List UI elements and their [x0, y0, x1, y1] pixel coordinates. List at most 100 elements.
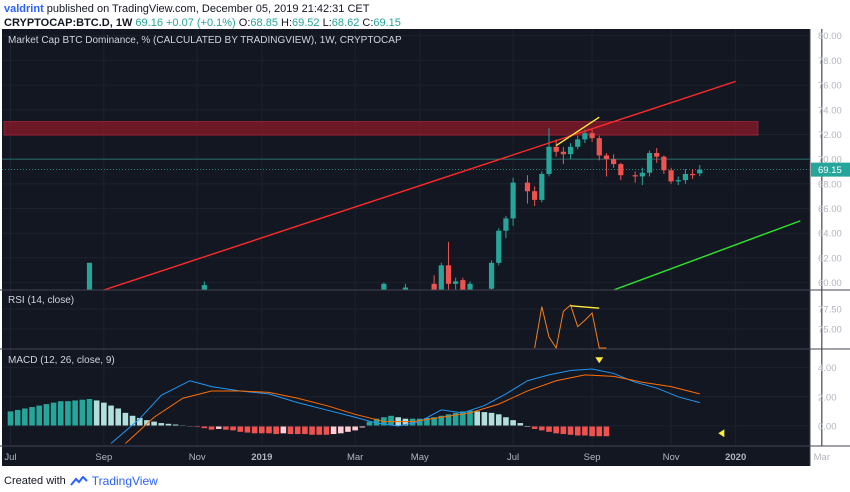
macd-histogram-bar: [201, 426, 208, 429]
candle-body: [575, 139, 581, 147]
candle-body: [453, 281, 459, 284]
candle-body: [496, 230, 502, 263]
macd-pane[interactable]: MACD (12, 26, close, 9): [2, 355, 810, 444]
macd-histogram-bar: [251, 426, 258, 434]
rsi-line: [534, 304, 607, 350]
rsi-tick-label: 77.50: [818, 305, 842, 316]
macd-histogram-bar: [237, 426, 244, 432]
red-trend-line: [103, 80, 736, 291]
price-pane[interactable]: Market Cap BTC Dominance, % (CALCULATED …: [2, 35, 810, 291]
last-price: 69.16: [135, 17, 163, 29]
candle-body: [402, 287, 408, 290]
resistance-zone: [3, 121, 759, 136]
macd-tick-label: 4.00: [818, 363, 837, 374]
time-axis[interactable]: Jul Sep Nov 2019 Mar May Jul Sep Nov 2020 Mar: [4, 452, 830, 463]
time-tick-label: Mar: [814, 452, 830, 463]
candle-body: [654, 152, 660, 157]
close-value: 69.15: [373, 17, 401, 29]
macd-histogram-bar: [273, 426, 279, 435]
macd-histogram-bar: [596, 426, 603, 437]
rsi-divergence-line: [570, 305, 600, 309]
macd-histogram-bar: [330, 426, 337, 435]
macd-histogram-bar: [151, 421, 157, 426]
macd-histogram-bar: [165, 423, 172, 426]
macd-histogram-bar: [309, 426, 315, 435]
macd-histogram-bar: [546, 426, 552, 432]
macd-histogram-bar: [510, 420, 516, 426]
macd-histogram-bar: [79, 399, 86, 426]
candle-body: [603, 155, 610, 160]
macd-histogram-bar: [280, 426, 287, 434]
price-tick-label: 76.00: [818, 81, 842, 92]
macd-histogram-bar: [223, 426, 229, 430]
time-tick-label: Nov: [663, 452, 680, 463]
macd-histogram-bar: [244, 426, 251, 433]
macd-histogram-bar: [158, 423, 165, 426]
chart-area[interactable]: Market Cap BTC Dominance, % (CALCULATED …: [0, 29, 850, 474]
macd-histogram-bar: [287, 426, 294, 435]
macd-histogram-bar: [445, 414, 452, 426]
tradingview-brand[interactable]: TradingView: [91, 474, 158, 488]
macd-line: [110, 368, 700, 444]
candle-body: [553, 146, 559, 152]
pane-dividers[interactable]: [0, 29, 850, 466]
candle-body: [661, 156, 667, 171]
macd-histogram-bar: [65, 401, 71, 426]
macd-histogram-bar: [517, 423, 524, 426]
macd-histogram-bar: [503, 417, 509, 426]
macd-histogram-bar: [603, 426, 610, 437]
candle-body: [438, 265, 444, 290]
macd-histogram-bar: [172, 424, 179, 426]
macd-histogram-bar: [7, 411, 14, 426]
macd-histogram-bar: [259, 426, 265, 434]
macd-histogram-bar: [553, 426, 559, 434]
price-tick-label: 74.00: [818, 105, 842, 116]
macd-histogram-bar: [316, 426, 323, 435]
high-value: 69.52: [292, 17, 320, 29]
price-tick-label: 68.00: [818, 179, 842, 190]
macd-histogram-bar: [373, 418, 380, 426]
macd-histogram-bar: [589, 426, 595, 437]
time-tick-label: Mar: [347, 452, 363, 463]
yellow-trend-line: [555, 116, 600, 147]
macd-histogram-bar: [323, 426, 330, 435]
candle-body: [539, 173, 545, 200]
macd-marker-left: [718, 429, 725, 438]
macd-histogram-bar: [574, 426, 581, 436]
macd-histogram-bar: [431, 417, 437, 426]
symbol-line: CRYPTOCAP:BTC.D, 1W 69.16 +0.07 (+0.1%) …: [4, 17, 401, 29]
macd-histogram-bar: [57, 401, 64, 426]
macd-marker-down: [595, 357, 604, 364]
candle-body: [639, 172, 645, 177]
candle-body: [532, 191, 538, 200]
price-tick-label: 80.00: [818, 31, 842, 42]
candle-body: [431, 283, 437, 290]
high-label: H:: [281, 17, 292, 29]
price-change: +0.07 (+0.1%): [166, 17, 236, 29]
y-axis[interactable]: 60.00 62.00 64.00 66.00 68.00 70.00 72.00 74.00…: [811, 31, 850, 433]
macd-histogram-bar: [352, 426, 358, 431]
macd-histogram-bar: [467, 410, 473, 426]
macd-histogram-bar: [101, 402, 107, 426]
trend-lines[interactable]: [103, 80, 801, 291]
price-tick-label: 72.00: [818, 130, 842, 141]
macd-histogram-bar: [488, 412, 495, 426]
macd-histogram-bar: [129, 415, 136, 426]
candle-body: [611, 159, 617, 165]
macd-histogram-bar: [302, 426, 308, 435]
macd-histogram-bar: [294, 426, 301, 435]
macd-histogram-bar: [215, 426, 222, 429]
candle-body: [632, 175, 638, 177]
price-tick-label: 64.00: [818, 229, 842, 240]
author-name[interactable]: valdrint: [4, 3, 44, 15]
candle-body: [682, 173, 689, 181]
macd-histogram-bar: [108, 405, 114, 426]
time-tick-label: 2019: [251, 452, 272, 463]
macd-histogram-bar: [345, 426, 351, 432]
time-tick-label: May: [411, 452, 429, 463]
candle-body: [582, 133, 588, 140]
price-tick-label: 78.00: [818, 56, 842, 67]
publish-info: published on TradingView.com, December 0…: [46, 3, 370, 15]
macd-histogram-bar: [582, 426, 588, 436]
